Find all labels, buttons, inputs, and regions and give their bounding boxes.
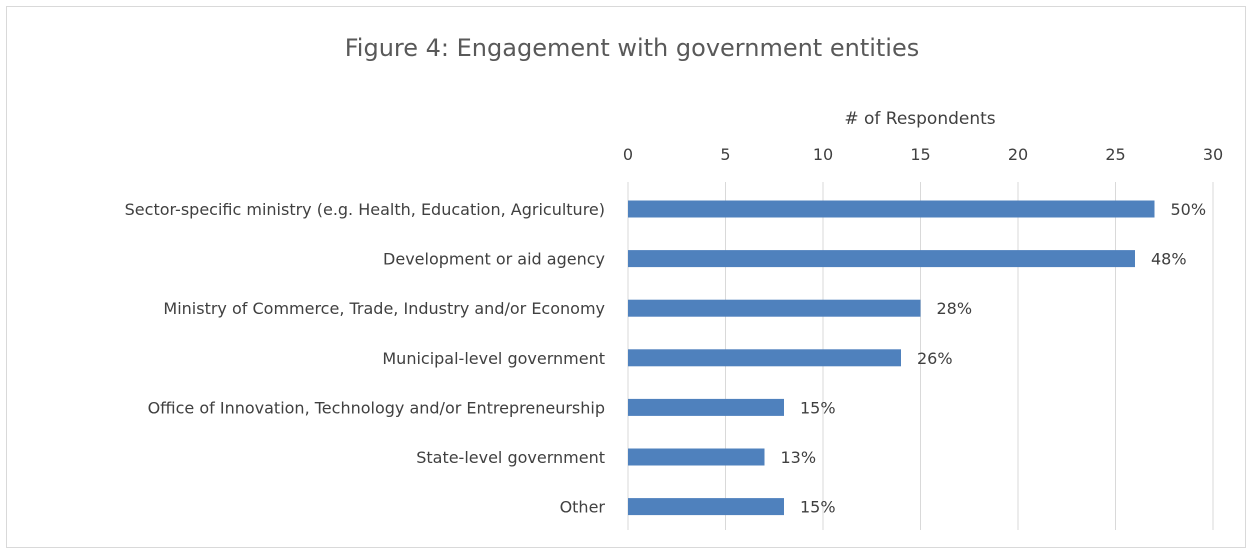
bar [628, 299, 921, 317]
bar [628, 448, 765, 466]
category-label: State-level government [416, 448, 605, 467]
data-label: 48% [1151, 250, 1187, 269]
bar [628, 250, 1135, 268]
data-label: 15% [800, 498, 836, 517]
category-label: Sector-specific ministry (e.g. Health, E… [125, 200, 605, 219]
data-label: 28% [937, 299, 973, 318]
data-label: 26% [917, 349, 953, 368]
bar [628, 498, 784, 516]
data-label: 13% [781, 448, 817, 467]
bar [628, 349, 901, 367]
category-label: Other [560, 498, 606, 517]
x-tick-label: 10 [813, 145, 833, 164]
x-tick-label: 25 [1105, 145, 1125, 164]
category-label: Ministry of Commerce, Trade, Industry an… [163, 299, 605, 318]
chart-title: Figure 4: Engagement with government ent… [345, 34, 920, 62]
bar [628, 398, 784, 416]
category-label: Development or aid agency [383, 250, 605, 269]
chart-frame [6, 6, 1246, 548]
x-tick-label: 30 [1203, 145, 1223, 164]
category-label: Office of Innovation, Technology and/or … [148, 398, 605, 417]
data-label: 50% [1171, 200, 1207, 219]
x-tick-label: 0 [623, 145, 633, 164]
x-tick-label: 15 [910, 145, 930, 164]
x-tick-label: 20 [1008, 145, 1028, 164]
category-label: Municipal-level government [382, 349, 605, 368]
x-tick-label: 5 [720, 145, 730, 164]
data-label: 15% [800, 398, 836, 417]
bar [628, 200, 1155, 218]
x-axis-title: # of Respondents [844, 109, 995, 129]
